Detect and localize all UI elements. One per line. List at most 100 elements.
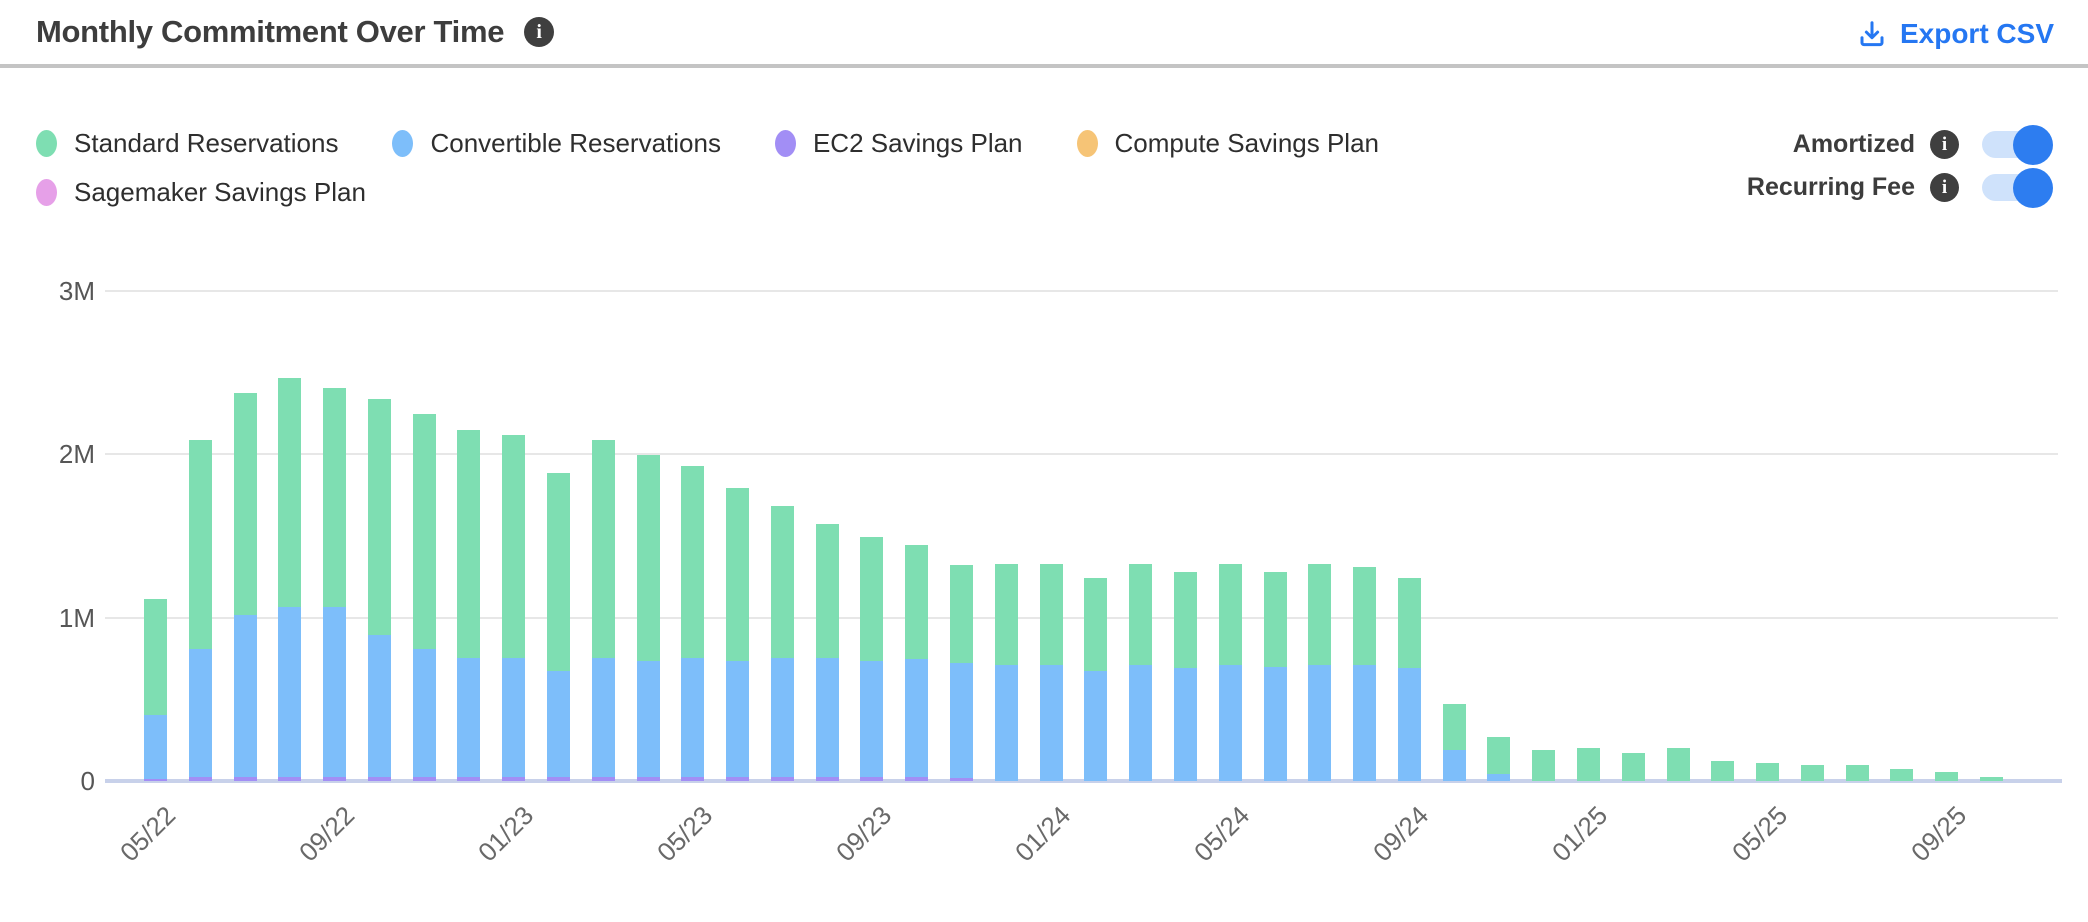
legend-row-1: Standard Reservations Convertible Reserv…: [36, 128, 1433, 159]
bar-01/25[interactable]: [1576, 748, 1600, 781]
x-tick-label-01/25: 01/25: [1546, 800, 1614, 868]
bar-segment: [1263, 666, 1287, 781]
bar-segment: [233, 776, 257, 781]
gridline-1M: [105, 616, 2058, 619]
bar-04/23[interactable]: [636, 454, 660, 781]
header-divider: [0, 64, 2088, 68]
amortized-toggle[interactable]: [1982, 124, 2053, 165]
bar-segment: [367, 634, 391, 777]
bar-segment: [636, 660, 660, 777]
bar-10/22[interactable]: [367, 399, 391, 781]
bar-02/24[interactable]: [1084, 578, 1108, 781]
bar-segment: [994, 664, 1018, 781]
bar-segment: [905, 659, 929, 777]
bar-segment: [1397, 578, 1421, 669]
bar-segment: [144, 715, 167, 780]
bar-12/23[interactable]: [994, 563, 1018, 781]
bar-segment: [1979, 776, 2003, 781]
bar-03/23[interactable]: [591, 440, 615, 781]
bar-09/25[interactable]: [1935, 772, 1959, 781]
export-csv-label: Export CSV: [1899, 18, 2054, 49]
bar-05/23[interactable]: [681, 466, 705, 781]
legend-item-compute-savings-plan[interactable]: Compute Savings Plan: [1076, 128, 1379, 159]
bar-07/25[interactable]: [1845, 764, 1869, 781]
bar-09/22[interactable]: [323, 387, 347, 781]
bar-05/25[interactable]: [1756, 763, 1780, 781]
title-info-icon[interactable]: i: [524, 17, 555, 47]
bar-10/25[interactable]: [1979, 776, 2003, 781]
bar-segment: [1666, 748, 1690, 781]
chart-header: Monthly Commitment Over Time i: [36, 14, 555, 50]
bar-segment: [1845, 764, 1869, 781]
bar-08/25[interactable]: [1890, 768, 1914, 781]
bar-07/22[interactable]: [233, 392, 257, 781]
bar-02/25[interactable]: [1621, 753, 1645, 781]
bar-03/25[interactable]: [1666, 748, 1690, 781]
gridline-3M: [105, 289, 2058, 292]
export-csv-button[interactable]: Export CSV: [1857, 18, 2054, 50]
legend-item-convertible-reservations[interactable]: Convertible Reservations: [392, 128, 721, 159]
bar-segment: [770, 505, 794, 658]
bar-05/24[interactable]: [1218, 563, 1242, 781]
bar-11/24[interactable]: [1487, 736, 1511, 781]
bar-06/25[interactable]: [1800, 764, 1824, 781]
bar-02/23[interactable]: [547, 472, 571, 781]
bar-09/23[interactable]: [860, 536, 884, 781]
bar-segment: [591, 440, 615, 658]
legend-item-standard-reservations[interactable]: Standard Reservations: [36, 128, 338, 159]
bar-08/24[interactable]: [1353, 566, 1377, 781]
amortized-info-icon[interactable]: i: [1930, 130, 1959, 159]
bar-08/22[interactable]: [278, 378, 302, 781]
bar-segment: [1397, 668, 1421, 781]
recurring-fee-toggle-row: Recurring Fee i: [1747, 167, 2054, 208]
recurring-fee-info-icon[interactable]: i: [1930, 173, 1959, 202]
bar-03/24[interactable]: [1129, 563, 1153, 781]
bar-segment: [547, 472, 571, 671]
amortized-toggle-row: Amortized i: [1793, 124, 2054, 165]
y-tick-label-1M: 1M: [58, 602, 95, 633]
bar-11/22[interactable]: [412, 413, 436, 781]
bar-segment: [323, 776, 347, 781]
bar-01/23[interactable]: [502, 435, 526, 781]
bar-12/22[interactable]: [457, 430, 481, 781]
bar-segment: [457, 776, 481, 781]
x-tick-label-05/24: 05/24: [1188, 800, 1256, 868]
bar-segment: [412, 413, 436, 650]
bar-segment: [1442, 749, 1466, 781]
bar-segment: [457, 657, 481, 777]
bar-09/24[interactable]: [1397, 578, 1421, 781]
bar-06/24[interactable]: [1263, 571, 1287, 781]
bar-04/25[interactable]: [1711, 761, 1735, 781]
x-tick-label-01/23: 01/23: [471, 800, 539, 868]
bar-segment: [1353, 566, 1377, 665]
bar-07/24[interactable]: [1308, 563, 1332, 781]
legend-label: Standard Reservations: [74, 128, 339, 158]
bar-08/23[interactable]: [815, 523, 839, 781]
legend-item-ec2-savings-plan[interactable]: EC2 Savings Plan: [774, 128, 1023, 159]
bar-07/23[interactable]: [770, 505, 794, 781]
bar-12/24[interactable]: [1532, 749, 1556, 781]
legend-dot-convertible: [392, 130, 414, 157]
bar-segment: [860, 536, 884, 661]
bar-segment: [412, 776, 436, 781]
x-tick-label-09/25: 09/25: [1904, 800, 1972, 868]
bar-segment: [591, 776, 615, 781]
bar-segment: [1890, 768, 1914, 781]
legend-item-sagemaker-savings-plan[interactable]: Sagemaker Savings Plan: [36, 177, 366, 208]
bar-segment: [188, 649, 212, 777]
bar-10/24[interactable]: [1442, 704, 1466, 781]
recurring-fee-toggle[interactable]: [1982, 167, 2053, 208]
bar-segment: [681, 466, 705, 658]
bar-segment: [860, 776, 884, 781]
bar-04/24[interactable]: [1173, 571, 1197, 781]
bar-segment: [815, 657, 839, 777]
bar-06/22[interactable]: [188, 440, 212, 781]
x-axis-line: [105, 779, 2062, 783]
bar-06/23[interactable]: [726, 487, 750, 781]
chart-controls: Standard Reservations Convertible Reserv…: [36, 124, 2054, 226]
bar-10/23[interactable]: [905, 544, 929, 781]
bar-01/24[interactable]: [1039, 563, 1063, 781]
legend: Standard Reservations Convertible Reserv…: [36, 128, 1433, 226]
bar-05/22[interactable]: [144, 599, 167, 781]
bar-11/23[interactable]: [950, 565, 974, 781]
